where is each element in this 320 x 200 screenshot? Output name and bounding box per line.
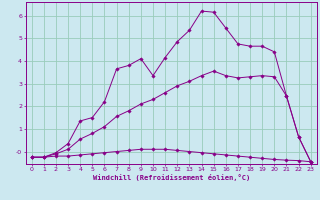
X-axis label: Windchill (Refroidissement éolien,°C): Windchill (Refroidissement éolien,°C) (92, 174, 250, 181)
